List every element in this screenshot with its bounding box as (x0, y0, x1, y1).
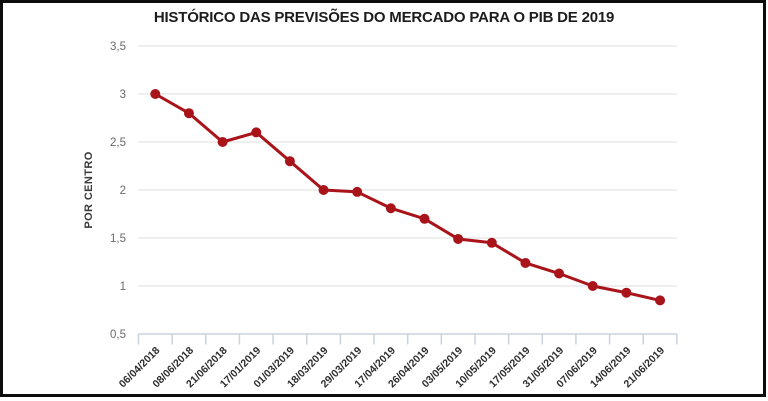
data-point (419, 213, 430, 224)
data-point (520, 257, 531, 268)
data-point (486, 237, 497, 248)
y-tick-label: 2 (120, 185, 126, 197)
y-tick-label: 0,5 (110, 329, 126, 341)
gridlines-group (138, 45, 677, 287)
y-tick-label: 1 (120, 281, 126, 293)
chart-title: HISTÓRICO DAS PREVISÕES DO MERCADO PARA … (153, 9, 615, 26)
y-axis-title: POR CENTRO (83, 151, 95, 228)
data-point (385, 203, 396, 214)
data-point (284, 156, 295, 167)
y-tick-labels-group: 3,5 3 2,5 2 1,5 1 0,5 POR CENTRO (83, 41, 126, 341)
x-axis-group (137, 333, 678, 345)
data-point (217, 137, 228, 147)
data-point (554, 268, 565, 279)
y-tick-label: 1,5 (110, 233, 126, 245)
data-point (453, 233, 464, 244)
y-tick-label: 3 (120, 89, 126, 101)
data-point (183, 108, 194, 119)
data-line (153, 92, 662, 302)
data-point (150, 89, 161, 99)
y-tick-label: 3,5 (110, 41, 126, 53)
data-point (251, 127, 262, 138)
data-point (587, 281, 598, 291)
data-point (621, 287, 632, 298)
y-tick-label: 2,5 (110, 137, 126, 149)
data-point (352, 186, 363, 197)
data-series-group (150, 89, 666, 306)
data-point (318, 185, 329, 195)
x-tick-labels-group: 06/04/201808/06/201821/06/201817/01/2019… (117, 345, 668, 391)
data-point (655, 295, 666, 306)
